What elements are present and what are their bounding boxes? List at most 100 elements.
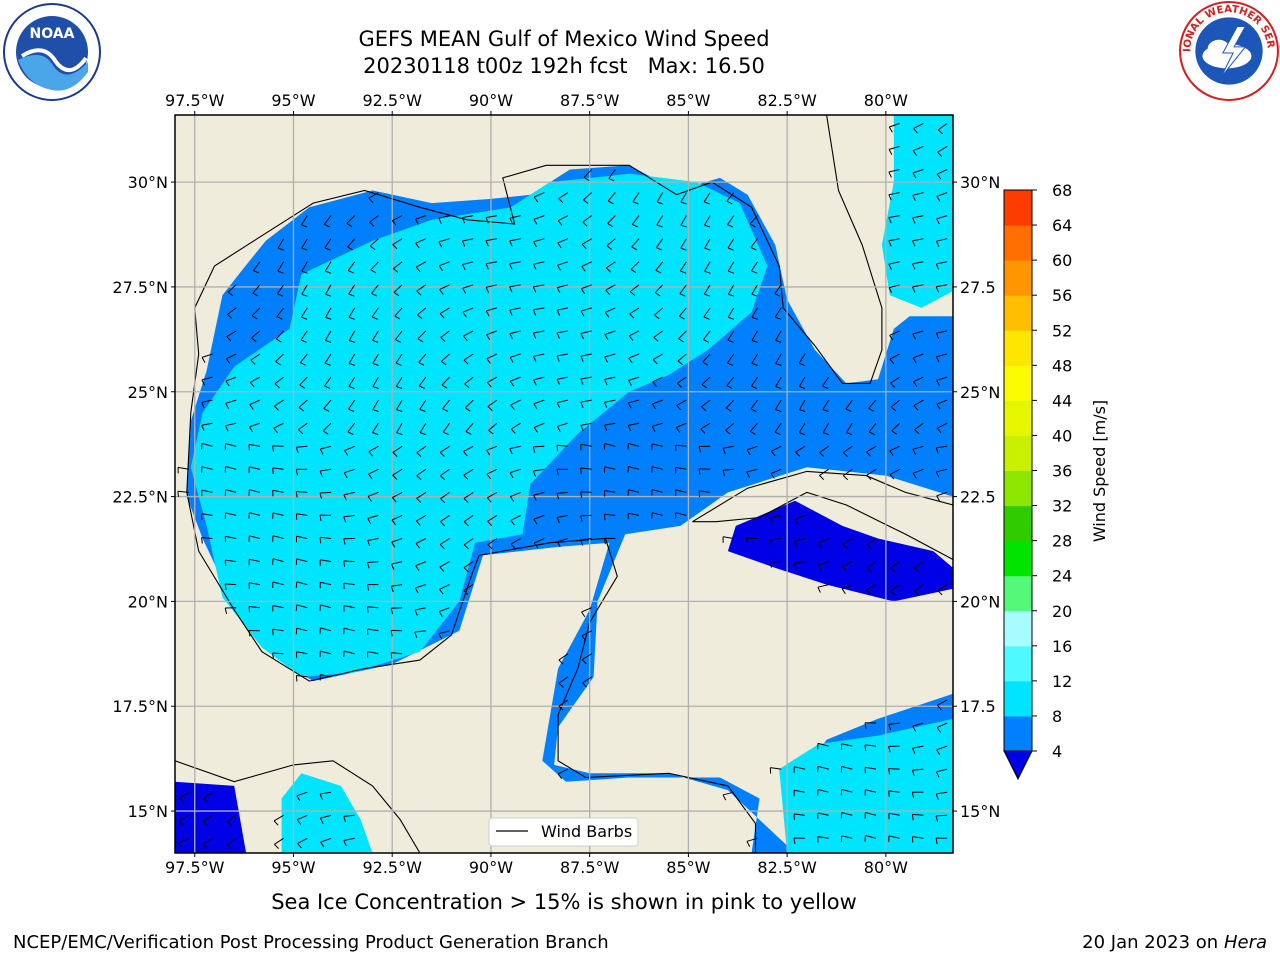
- wind-barb: [726, 192, 735, 205]
- wind-barb: [322, 422, 332, 435]
- colorbar-tick-label: 4: [1052, 742, 1062, 761]
- wind-barb: [440, 353, 450, 366]
- wind-barb: [463, 491, 474, 504]
- wind-barb: [533, 399, 545, 410]
- wind-barb: [913, 122, 924, 134]
- wind-barb: [558, 699, 569, 711]
- wind-barb: [888, 145, 900, 155]
- x-tick-label-bottom: 95°W: [271, 858, 315, 877]
- legend: Wind Barbs: [488, 817, 639, 847]
- wind-barb: [936, 215, 948, 225]
- wind-barb: [746, 468, 758, 478]
- wind-barb: [913, 561, 924, 573]
- colorbar-segment: [1004, 295, 1032, 331]
- wind-barb: [842, 445, 853, 457]
- wind-barb: [224, 607, 237, 615]
- wind-barb: [324, 330, 332, 343]
- wind-barb: [440, 514, 450, 527]
- x-tick-label-top: 95°W: [271, 91, 315, 110]
- wind-barb: [935, 814, 948, 822]
- wind-barb: [842, 538, 853, 549]
- wind-barb: [935, 468, 948, 478]
- wind-barb: [296, 535, 308, 543]
- wind-barb: [485, 261, 497, 270]
- wind-barb: [750, 261, 758, 274]
- wind-barb: [300, 307, 308, 320]
- wind-barb: [323, 215, 332, 228]
- wind-barb: [343, 582, 355, 590]
- colorbar-segment: [1004, 435, 1032, 471]
- wind-barb: [935, 284, 948, 293]
- wind-barb: [868, 422, 877, 435]
- wind-barb: [604, 307, 616, 318]
- wind-barb: [632, 192, 640, 205]
- wind-barb: [722, 445, 734, 454]
- wind-barb: [201, 466, 213, 473]
- wind-barb: [224, 512, 237, 519]
- wind-barb: [750, 238, 758, 251]
- x-tick-label-bottom: 82.5°W: [757, 858, 817, 877]
- wind-barb: [201, 513, 213, 520]
- wind-barb: [912, 330, 924, 340]
- wind-barb: [300, 215, 308, 228]
- wind-barb: [510, 422, 521, 434]
- wind-barb: [463, 538, 474, 550]
- wind-barb: [295, 445, 308, 454]
- wind-barb: [795, 445, 806, 457]
- x-tick-label-top: 90°W: [469, 91, 513, 110]
- colorbar-tick-label: 8: [1052, 707, 1062, 726]
- wind-barb: [440, 468, 450, 481]
- wind-barb: [819, 445, 829, 458]
- wind-barb: [414, 607, 426, 616]
- wind-barb: [533, 215, 545, 225]
- wind-barb: [654, 307, 664, 320]
- wind-barb: [627, 466, 640, 473]
- wind-barb: [937, 584, 948, 596]
- wind-barb: [793, 813, 805, 821]
- wind-barb: [936, 399, 948, 410]
- wind-barb: [866, 468, 877, 480]
- wind-barb: [775, 376, 782, 389]
- wind-barb: [319, 559, 332, 566]
- y-tick-label-right: 15°N: [960, 802, 1000, 821]
- wind-barb: [793, 766, 806, 773]
- wind-barb: [914, 584, 924, 596]
- wind-barb: [558, 653, 569, 665]
- footer-credit: NCEP/EMC/Verification Post Processing Pr…: [13, 932, 609, 953]
- wind-barb: [324, 261, 332, 274]
- wind-barb: [722, 536, 734, 543]
- wind-barb: [580, 422, 592, 432]
- wind-barb: [888, 238, 900, 247]
- wind-field-8-12-caribbean: [779, 718, 953, 853]
- wind-barb: [888, 745, 900, 753]
- wind-barb: [912, 261, 924, 270]
- wind-barb: [840, 812, 853, 819]
- wind-barb: [888, 835, 900, 842]
- wind-barb: [391, 514, 403, 526]
- wind-barb: [751, 330, 758, 343]
- wind-barb: [580, 491, 592, 498]
- colorbar-tick-label: 64: [1052, 216, 1072, 235]
- wind-barb: [679, 284, 687, 297]
- wind-barb: [533, 538, 545, 549]
- wind-barb: [319, 491, 332, 499]
- x-tick-label-top: 97.5°W: [165, 91, 225, 110]
- wind-barb: [295, 513, 308, 520]
- wind-barb: [324, 353, 332, 366]
- x-tick-label-top: 85°W: [666, 91, 710, 110]
- wind-barb: [272, 445, 284, 452]
- y-tick-label-right: 22.5: [960, 488, 996, 507]
- wind-barb: [463, 514, 474, 527]
- colorbar-tick-label: 24: [1052, 567, 1072, 586]
- wind-barb: [701, 399, 711, 412]
- wind-barb: [371, 307, 379, 320]
- wind-barb: [935, 837, 948, 844]
- wind-barb: [224, 489, 237, 496]
- wind-barb: [769, 561, 782, 568]
- wind-barb: [603, 443, 616, 450]
- wind-barb: [556, 514, 568, 524]
- wind-barb: [888, 768, 900, 775]
- wind-barb: [509, 284, 521, 293]
- wind-barb: [368, 445, 379, 457]
